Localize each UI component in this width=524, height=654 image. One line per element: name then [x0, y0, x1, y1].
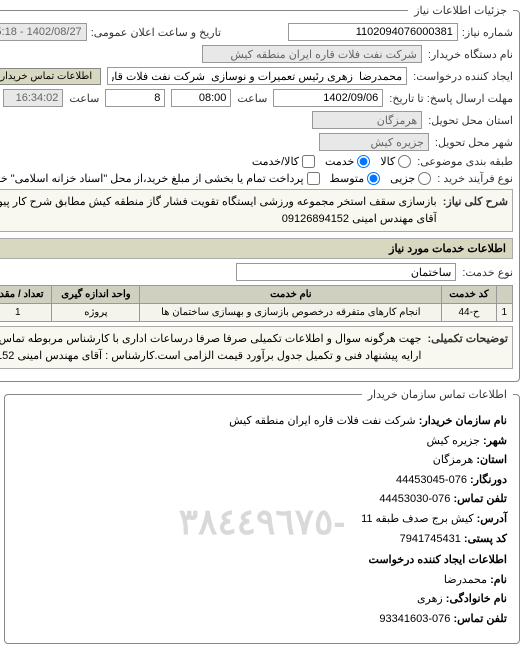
table-cell: ح-44	[442, 304, 496, 322]
services-table: کد خدمتنام خدمتواحد اندازه گیریتعداد / م…	[0, 285, 513, 322]
appr-low-label: جزیی	[390, 172, 415, 185]
remarks-label: توضیحات تکمیلی:	[427, 331, 508, 364]
c-cphone: 076-93341603	[379, 613, 450, 625]
creator-header: اطلاعات ایجاد کننده درخواست	[17, 552, 507, 570]
c-city: جزیره کیش	[427, 435, 480, 447]
c-city-label: شهر:	[483, 435, 507, 447]
table-row: 1ح-44انجام کارهای متفرقه درخصوص بازسازی …	[0, 304, 513, 322]
buyer-org-label: نام دستگاه خریدار:	[428, 48, 513, 61]
c-postal-label: کد پستی:	[464, 533, 507, 545]
summary-text: بازسازی سقف استخر مجموعه ورزشی ایستگاه ت…	[0, 194, 437, 227]
contact-legend: اطلاعات تماس سازمان خریدار	[362, 388, 513, 401]
c-address-label: آدرس:	[477, 513, 507, 525]
request-no-label: شماره نیاز:	[462, 26, 513, 39]
approval-label: نوع فرآیند خرید :	[437, 172, 513, 185]
appr-mid-label: متوسط	[330, 172, 365, 185]
c-phone-label: تلفن تماس:	[453, 493, 507, 505]
request-no-input[interactable]	[288, 23, 458, 41]
contact-buyer-button[interactable]: اطلاعات تماس خریدار	[0, 68, 101, 85]
cat-goods-radio[interactable]	[398, 155, 411, 168]
c-province-label: استان:	[476, 454, 507, 466]
cat-service-label: خدمت	[325, 155, 354, 168]
table-cell: 1	[0, 304, 52, 322]
time-remaining-input	[3, 89, 63, 107]
province-label: استان محل تحویل:	[428, 114, 513, 127]
service-type-input[interactable]	[236, 263, 456, 281]
summary-label: شرح کلی نیاز:	[443, 194, 508, 227]
cat-service-radio[interactable]	[357, 155, 370, 168]
public-date-label: تاریخ و ساعت اعلان عمومی:	[91, 26, 221, 39]
table-cell: پروژه	[52, 304, 140, 322]
table-header: کد خدمت	[442, 286, 496, 304]
table-header: واحد اندازه گیری	[52, 286, 140, 304]
buyer-org-input	[202, 45, 422, 63]
c-org-label: نام سازمان خریدار:	[419, 415, 507, 427]
table-header	[496, 286, 512, 304]
deadline-time-input[interactable]	[171, 89, 231, 107]
c-cphone-label: تلفن تماس:	[453, 613, 507, 625]
c-family-label: نام خانوادگی:	[446, 593, 507, 605]
appr-note-check[interactable]	[307, 172, 320, 185]
appr-low-radio[interactable]	[418, 172, 431, 185]
need-details-legend: جزئیات اطلاعات نیاز	[408, 4, 513, 17]
requester-label: ایجاد کننده درخواست:	[413, 70, 513, 83]
cat-both-check[interactable]	[302, 155, 315, 168]
time-label-1: ساعت	[237, 92, 267, 105]
remarks-text: جهت هرگونه سوال و اطلاعات تکمیلی صرفا صر…	[0, 331, 421, 364]
table-cell: 1	[496, 304, 512, 322]
public-date-input	[0, 23, 87, 41]
deadline-date-input[interactable]	[273, 89, 383, 107]
city-input	[319, 133, 429, 151]
contact-fieldset: اطلاعات تماس سازمان خریدار -٣٨٤٤٩٦٧٥ نام…	[4, 388, 520, 644]
table-header: تعداد / مقدار	[0, 286, 52, 304]
table-cell: انجام کارهای متفرقه درخصوص بازسازی و بهس…	[140, 304, 442, 322]
c-postal: 7941745431	[400, 533, 461, 545]
time-label-2: ساعت	[69, 92, 99, 105]
city-label: شهر محل تحویل:	[435, 136, 513, 149]
cat-both-label: کالا/خدمت	[252, 155, 299, 168]
appr-note-label: پرداخت تمام یا بخشی از مبلغ خرید،از محل …	[0, 172, 304, 185]
province-input	[312, 111, 422, 129]
c-phone: 076-44453030	[379, 493, 450, 505]
c-fax-label: دورنگار:	[470, 474, 507, 486]
cat-goods-label: کالا	[380, 155, 395, 168]
service-type-label: نوع خدمت:	[462, 266, 513, 279]
c-address: کیش برج صدف طبقه 11	[361, 513, 474, 525]
category-label: طبقه بندی موضوعی:	[417, 155, 513, 168]
table-header: نام خدمت	[140, 286, 442, 304]
appr-mid-radio[interactable]	[367, 172, 380, 185]
c-family: زهری	[417, 593, 443, 605]
c-province: هرمزگان	[433, 454, 474, 466]
days-remaining-input	[105, 89, 165, 107]
requester-input	[107, 67, 407, 85]
c-fax: 076-44453045	[396, 474, 467, 486]
deadline-label: مهلت ارسال پاسخ: تا تاریخ:	[389, 92, 513, 105]
services-header: اطلاعات خدمات مورد نیاز	[0, 238, 513, 259]
need-details-fieldset: جزئیات اطلاعات نیاز شماره نیاز: تاریخ و …	[0, 4, 520, 382]
c-org: شرکت نفت فلات قاره ایران منطقه کیش	[229, 415, 416, 427]
